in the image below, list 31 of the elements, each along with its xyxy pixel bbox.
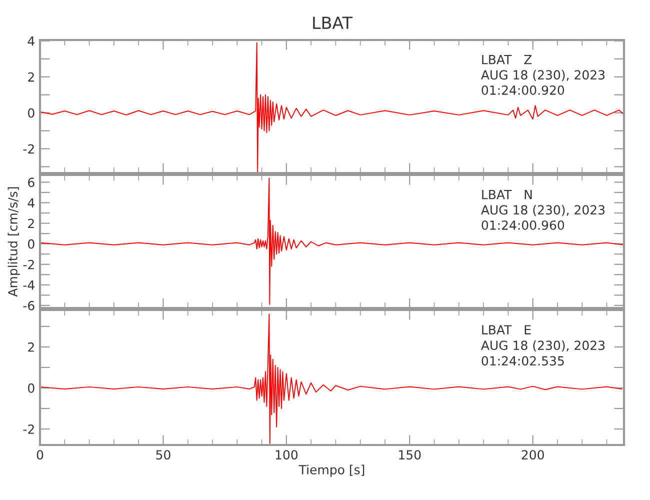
y-tick-label: 2 (28, 342, 34, 352)
annotation: AUG 18 (230), 2023 (481, 340, 605, 352)
annotation: LBAT N (482, 190, 532, 200)
y-tick-label: -4 (23, 280, 34, 290)
y-tick-label: 2 (28, 72, 34, 82)
annotation: 01:24:02.535 (482, 356, 564, 366)
annotation: LBAT Z (482, 55, 532, 64)
y-tick-label: 0 (28, 383, 34, 393)
y-tick-label: -2 (23, 424, 34, 434)
annotation: AUG 18 (230), 2023 (481, 70, 605, 82)
y-tick-label: 4 (28, 36, 34, 46)
y-tick-label: -6 (23, 300, 34, 310)
y-axis-title: Amplitud [cm/s/s] (8, 187, 20, 297)
y-tick-label: -2 (23, 260, 34, 270)
x-tick-label: 200 (522, 450, 544, 460)
annotation: 01:24:00.920 (482, 85, 564, 95)
annotation: LBAT E (482, 325, 531, 334)
x-axis-title: Tiempo [s] (298, 464, 364, 477)
y-tick-label: 4 (28, 198, 34, 208)
annotation: 01:24:00.960 (482, 220, 564, 230)
y-tick-label: 0 (28, 239, 34, 249)
y-tick-label: 0 (28, 108, 34, 118)
annotation: AUG 18 (230), 2023 (481, 204, 605, 216)
y-tick-label: 6 (28, 178, 34, 188)
x-tick-label: 150 (399, 450, 421, 460)
x-tick-label: 0 (36, 450, 44, 460)
chart-title: LBAT (313, 16, 353, 29)
y-tick-label: 2 (28, 218, 34, 228)
y-tick-label: -2 (23, 144, 34, 154)
x-tick-label: 100 (276, 450, 298, 460)
x-tick-label: 50 (156, 450, 170, 460)
